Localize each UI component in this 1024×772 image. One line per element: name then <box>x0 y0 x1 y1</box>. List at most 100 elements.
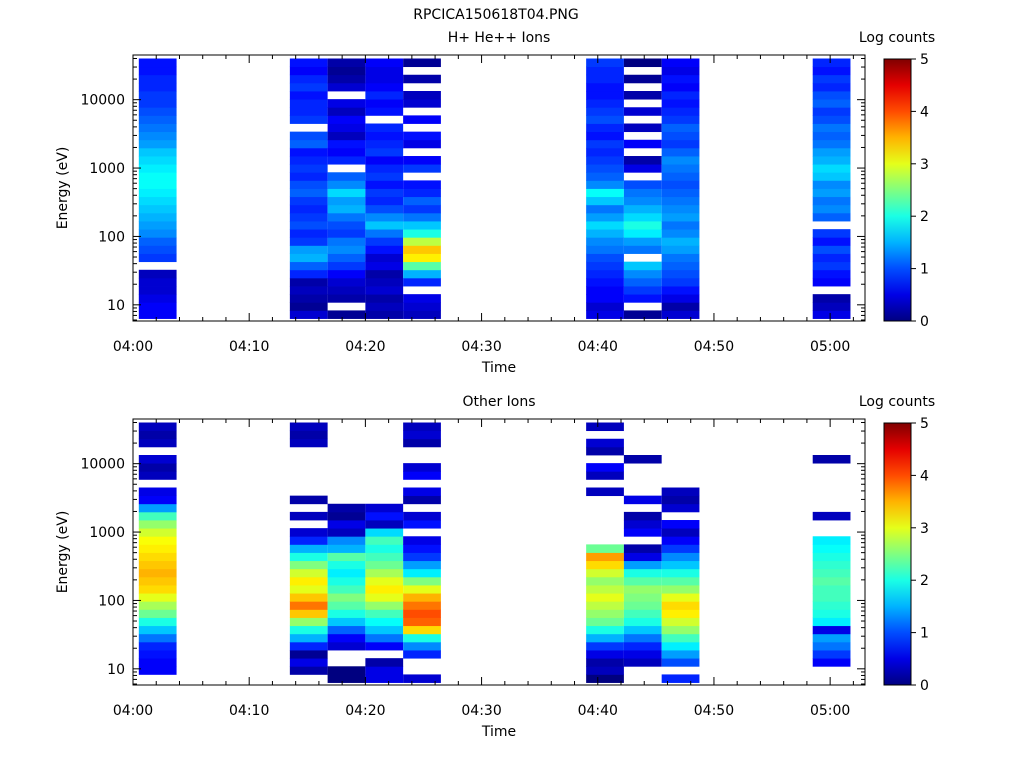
panel-2: 04:00 04:10 04:20 04:30 04:40 04:50 05:0010100… <box>55 394 935 740</box>
heatmap-cell <box>327 310 366 319</box>
heatmap-cell <box>365 237 404 246</box>
heatmap-cell <box>403 269 441 279</box>
heatmap-cell <box>586 156 624 165</box>
heatmap-cell <box>661 245 700 254</box>
heatmap-cell <box>327 641 366 651</box>
heatmap-cell <box>365 58 404 68</box>
heatmap-cell <box>138 58 177 68</box>
heatmap-cell <box>403 568 441 578</box>
colorbar-tick-label: 5 <box>920 52 929 68</box>
heatmap-cell <box>327 180 366 189</box>
heatmap-cell <box>403 253 441 263</box>
heatmap-cell <box>138 286 177 295</box>
heatmap-cell <box>812 164 851 173</box>
heatmap-cell <box>289 82 328 92</box>
heatmap-cell <box>586 253 624 263</box>
y-tick-label: 10 <box>107 662 125 678</box>
heatmap-cell <box>623 123 662 133</box>
heatmap-cell <box>623 520 662 529</box>
heatmap-cell <box>327 99 366 108</box>
heatmap-cell <box>138 221 177 230</box>
x-tick-label: 04:30 <box>461 703 501 719</box>
heatmap-cell <box>289 294 328 303</box>
heatmap-cell <box>812 115 851 124</box>
heatmap-cell <box>812 658 851 667</box>
heatmap-cell <box>138 74 177 84</box>
heatmap-cell <box>812 172 851 181</box>
heatmap-cell <box>661 302 700 311</box>
heatmap-cell <box>138 172 177 181</box>
heatmap-cell <box>289 576 328 586</box>
heatmap-cell <box>661 503 700 513</box>
heatmap-cell <box>289 666 328 675</box>
heatmap-cell <box>403 487 441 497</box>
heatmap-cell <box>289 115 328 124</box>
heatmap-cell <box>403 585 441 594</box>
heatmap-cell <box>661 552 700 562</box>
heatmap-cell <box>812 511 851 521</box>
heatmap-cell <box>586 422 624 432</box>
heatmap-cell <box>289 585 328 594</box>
heatmap-cell <box>138 131 177 141</box>
heatmap-cell <box>812 609 851 618</box>
heatmap-cell <box>327 139 366 149</box>
colorbar-tick-label: 5 <box>920 416 929 432</box>
heatmap-cell <box>623 58 662 68</box>
colorbar-gradient <box>883 58 912 322</box>
heatmap-cell <box>365 503 404 513</box>
heatmap-cell <box>661 156 700 165</box>
heatmap-cell <box>586 658 624 667</box>
heatmap-cell <box>661 658 700 667</box>
y-tick-label: 10000 <box>80 93 125 109</box>
heatmap-cell <box>586 463 624 472</box>
heatmap-cell <box>812 576 851 586</box>
heatmap-cell <box>327 560 366 570</box>
heatmap-cell <box>661 74 700 84</box>
heatmap-cell <box>327 617 366 627</box>
heatmap-cell <box>403 302 441 311</box>
heatmap-cell <box>623 164 662 173</box>
panel-title: H+ He++ Ions <box>448 30 551 46</box>
heatmap-cell <box>661 131 700 141</box>
heatmap-cell <box>623 310 662 319</box>
heatmap-cell <box>327 520 366 529</box>
colorbar-label: Log counts <box>859 30 935 46</box>
heatmap-cell <box>327 576 366 586</box>
heatmap-cell <box>138 245 177 254</box>
heatmap-cell <box>289 438 328 448</box>
heatmap-cell <box>138 430 177 440</box>
heatmap-cell <box>586 544 624 553</box>
heatmap-cell <box>586 172 624 181</box>
heatmap-cell <box>403 139 441 149</box>
heatmap-cell <box>365 196 404 206</box>
heatmap-cell <box>623 245 662 254</box>
heatmap-cell <box>138 139 177 149</box>
heatmap-cell <box>327 107 366 116</box>
heatmap-cell <box>365 99 404 108</box>
heatmap-cell <box>327 568 366 578</box>
heatmap-cell <box>327 674 366 683</box>
heatmap-cell <box>586 568 624 578</box>
heatmap-cell <box>365 277 404 287</box>
y-tick-label: 100 <box>98 229 125 245</box>
y-tick-label: 10000 <box>80 457 125 473</box>
heatmap-cell <box>138 536 177 545</box>
heatmap-cell <box>138 617 177 627</box>
x-tick-label: 04:10 <box>229 703 269 719</box>
heatmap-cell <box>138 576 177 586</box>
heatmap-cell <box>365 641 404 651</box>
heatmap-cell <box>661 310 700 319</box>
heatmap-cell <box>661 269 700 279</box>
heatmap-cell <box>327 503 366 513</box>
heatmap-cell <box>812 58 851 68</box>
heatmap-cell <box>365 229 404 238</box>
heatmap-cell <box>661 520 700 529</box>
heatmap-cell <box>586 66 624 76</box>
heatmap-cell <box>138 650 177 659</box>
heatmap-cell <box>327 552 366 562</box>
heatmap-cell <box>289 302 328 311</box>
heatmap-cell <box>289 609 328 618</box>
heatmap-cell <box>327 131 366 141</box>
heatmap-cell <box>138 115 177 124</box>
heatmap-cell <box>586 261 624 271</box>
